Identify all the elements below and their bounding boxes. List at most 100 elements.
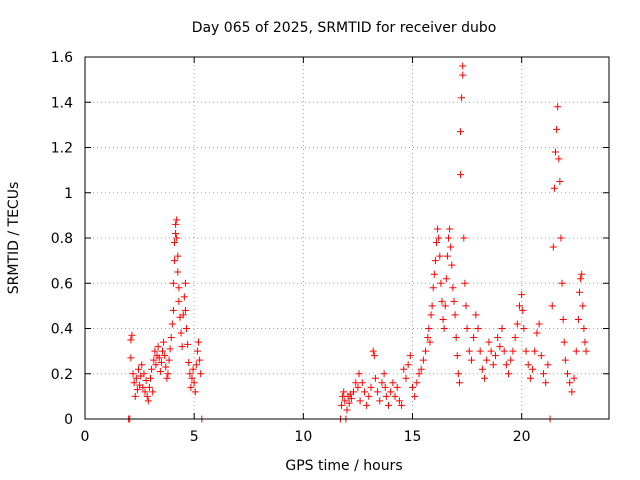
data-point: [398, 401, 406, 409]
chart-title: Day 065 of 2025, SRMTID for receiver dub…: [192, 20, 497, 36]
data-point: [338, 401, 346, 409]
data-point: [354, 383, 362, 391]
data-point: [459, 62, 467, 70]
data-point: [572, 347, 580, 355]
data-point: [171, 257, 179, 265]
x-tick-label: 0: [81, 429, 90, 445]
data-point: [461, 279, 469, 287]
data-point: [393, 383, 401, 391]
data-point: [582, 347, 590, 355]
data-point: [163, 374, 171, 382]
data-point: [341, 397, 349, 405]
data-point: [500, 347, 508, 355]
data-point: [171, 239, 179, 247]
data-point: [548, 302, 556, 310]
data-point: [443, 252, 451, 260]
data-point: [165, 356, 173, 364]
data-point: [164, 370, 172, 378]
y-tick-label: 1: [64, 186, 73, 202]
y-tick-label: 0.2: [51, 367, 73, 383]
data-point: [174, 252, 182, 260]
data-point: [489, 361, 497, 369]
data-point: [415, 370, 423, 378]
data-point: [561, 356, 569, 364]
data-point: [426, 338, 434, 346]
data-point: [457, 128, 465, 136]
data-point: [509, 347, 517, 355]
axis-ticks: 0 5 10 15 20 0 0.2 0.4 0.6 0.8 1 1.2 1.4 1.6: [51, 50, 609, 445]
x-tick-label: 5: [190, 429, 199, 445]
data-point: [483, 356, 491, 364]
data-point: [440, 325, 448, 332]
data-point: [169, 279, 177, 287]
data-point: [531, 347, 539, 355]
data-point: [574, 315, 582, 323]
data-point: [552, 148, 560, 156]
data-point: [181, 306, 189, 314]
data-point: [470, 334, 478, 342]
data-point: [558, 279, 566, 287]
data-point: [166, 345, 174, 353]
data-point: [556, 177, 564, 185]
data-point: [434, 225, 442, 233]
data-point: [425, 325, 433, 332]
y-tick-label: 1.2: [51, 141, 73, 157]
data-point: [524, 361, 532, 369]
data-point: [190, 379, 198, 387]
data-point: [159, 347, 167, 355]
data-point: [374, 388, 382, 396]
data-point: [553, 125, 561, 133]
data-point: [382, 392, 390, 400]
data-point: [455, 379, 463, 387]
data-point: [449, 284, 457, 292]
data-point: [526, 374, 534, 382]
data-point: [343, 406, 351, 414]
data-point: [451, 311, 459, 319]
data-point: [127, 336, 135, 344]
data-point: [389, 379, 397, 387]
data-point: [380, 370, 388, 378]
data-point: [139, 383, 147, 391]
y-tick-label: 0.8: [51, 231, 73, 247]
data-point: [481, 374, 489, 382]
data-point: [172, 220, 180, 228]
data-point: [141, 388, 149, 396]
data-point: [540, 370, 547, 378]
data-point: [180, 293, 188, 301]
data-point: [581, 338, 589, 346]
data-point: [177, 329, 185, 337]
data-point: [419, 356, 427, 364]
data-point: [356, 397, 364, 405]
data-point: [178, 343, 186, 351]
data-point: [442, 275, 450, 283]
data-point: [168, 320, 176, 328]
data-point: [520, 325, 528, 332]
data-point: [134, 365, 142, 373]
y-tick-label: 0: [64, 412, 73, 428]
data-point: [496, 343, 504, 351]
data-point: [150, 356, 158, 364]
data-point: [453, 352, 461, 360]
data-point: [518, 291, 526, 299]
data-point: [436, 252, 444, 260]
data-point: [437, 279, 445, 287]
plot-frame: [84, 56, 610, 420]
data-point: [537, 352, 545, 360]
x-tick-label: 15: [404, 429, 422, 445]
data-point: [450, 297, 458, 305]
data-point: [535, 320, 543, 328]
data-point: [433, 239, 441, 247]
data-point: [157, 358, 165, 366]
data-point: [183, 325, 191, 332]
data-point: [568, 388, 576, 396]
data-point: [360, 388, 368, 396]
data-point: [186, 370, 194, 378]
data-point: [402, 374, 410, 382]
data-point: [513, 320, 521, 328]
data-point: [174, 268, 182, 276]
data-point: [130, 379, 138, 387]
data-point: [411, 392, 419, 400]
data-point: [152, 361, 160, 369]
data-point: [140, 370, 148, 378]
x-axis-label: GPS time / hours: [285, 458, 402, 474]
